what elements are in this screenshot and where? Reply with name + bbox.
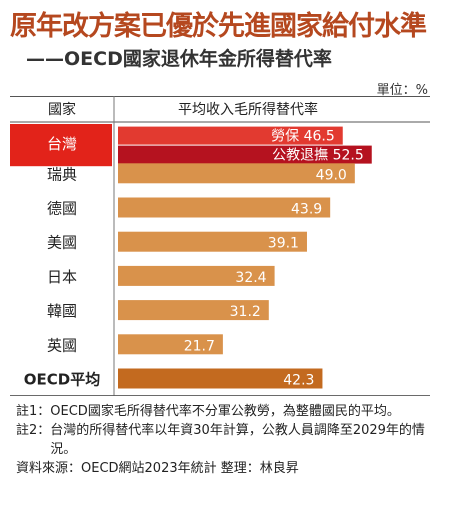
bar bbox=[118, 265, 275, 286]
note-2-label: 註2： bbox=[16, 423, 51, 438]
highlight-label-bg bbox=[10, 124, 112, 167]
subtitle: ——OECD國家退休年金所得替代率 bbox=[26, 48, 332, 70]
row-label: OECD平均 bbox=[24, 371, 100, 389]
bar bbox=[118, 300, 269, 321]
page-title: 原年改方案已優於先進國家給付水準 bbox=[10, 11, 427, 42]
bar-value-label: 49.0 bbox=[316, 167, 347, 183]
note-1-text: OECD國家毛所得替代率不分軍公教勞，為整體國民的平均。 bbox=[50, 404, 400, 419]
bar-value-label: 42.3 bbox=[283, 373, 314, 389]
bar-chart: 國家 平均收入毛所得替代率台灣 勞保 46.5 公教退撫 52.5 瑞典 49.0 德國 43… bbox=[10, 96, 430, 397]
row-label: 日本 bbox=[47, 268, 77, 286]
note-1: 註1： OECD國家毛所得替代率不分軍公教勞，為整體國民的平均。 bbox=[16, 402, 436, 421]
bar-value-label: 21.7 bbox=[184, 338, 215, 354]
row-label: 韓國 bbox=[47, 302, 77, 320]
row-label: 瑞典 bbox=[47, 165, 77, 183]
unit-label: 單位：% bbox=[376, 83, 428, 98]
bar-value-label: 32.4 bbox=[235, 270, 266, 286]
note-2: 註2： 台灣的所得替代率以年資30年計算，公教人員調降至2029年的情況。 bbox=[16, 421, 436, 459]
note-1-label: 註1： bbox=[16, 404, 51, 419]
bar bbox=[118, 163, 355, 184]
bar-value-label: 39.1 bbox=[268, 236, 299, 252]
bar bbox=[118, 231, 307, 252]
bar-value-label: 公教退撫 52.5 bbox=[272, 148, 364, 164]
bar bbox=[118, 197, 331, 218]
bar-value-label: 43.9 bbox=[291, 202, 322, 218]
note-2-text: 台灣的所得替代率以年資30年計算，公教人員調降至2029年的情況。 bbox=[50, 423, 425, 457]
row-label: 美國 bbox=[47, 234, 77, 252]
bar-value-label: 勞保 46.5 bbox=[271, 129, 335, 145]
row-label: 德國 bbox=[47, 200, 77, 218]
bar bbox=[118, 334, 223, 355]
row-label: 台灣 bbox=[47, 135, 77, 153]
bar bbox=[118, 145, 372, 164]
header-country: 國家 bbox=[48, 101, 76, 118]
bar bbox=[118, 368, 323, 389]
bar bbox=[118, 126, 343, 145]
notes: 註1： OECD國家毛所得替代率不分軍公教勞，為整體國民的平均。 註2： 台灣的… bbox=[16, 402, 436, 478]
header-replacement-rate: 平均收入毛所得替代率 bbox=[178, 101, 318, 118]
bar-value-label: 31.2 bbox=[230, 304, 261, 320]
source-text: 資料來源：OECD網站2023年統計 整理：林良昇 bbox=[16, 461, 299, 476]
row-label: 英國 bbox=[47, 336, 77, 354]
